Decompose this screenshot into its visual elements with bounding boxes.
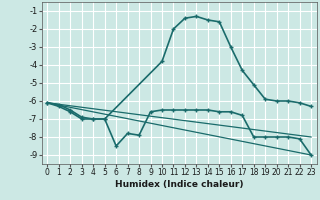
X-axis label: Humidex (Indice chaleur): Humidex (Indice chaleur) (115, 180, 244, 189)
